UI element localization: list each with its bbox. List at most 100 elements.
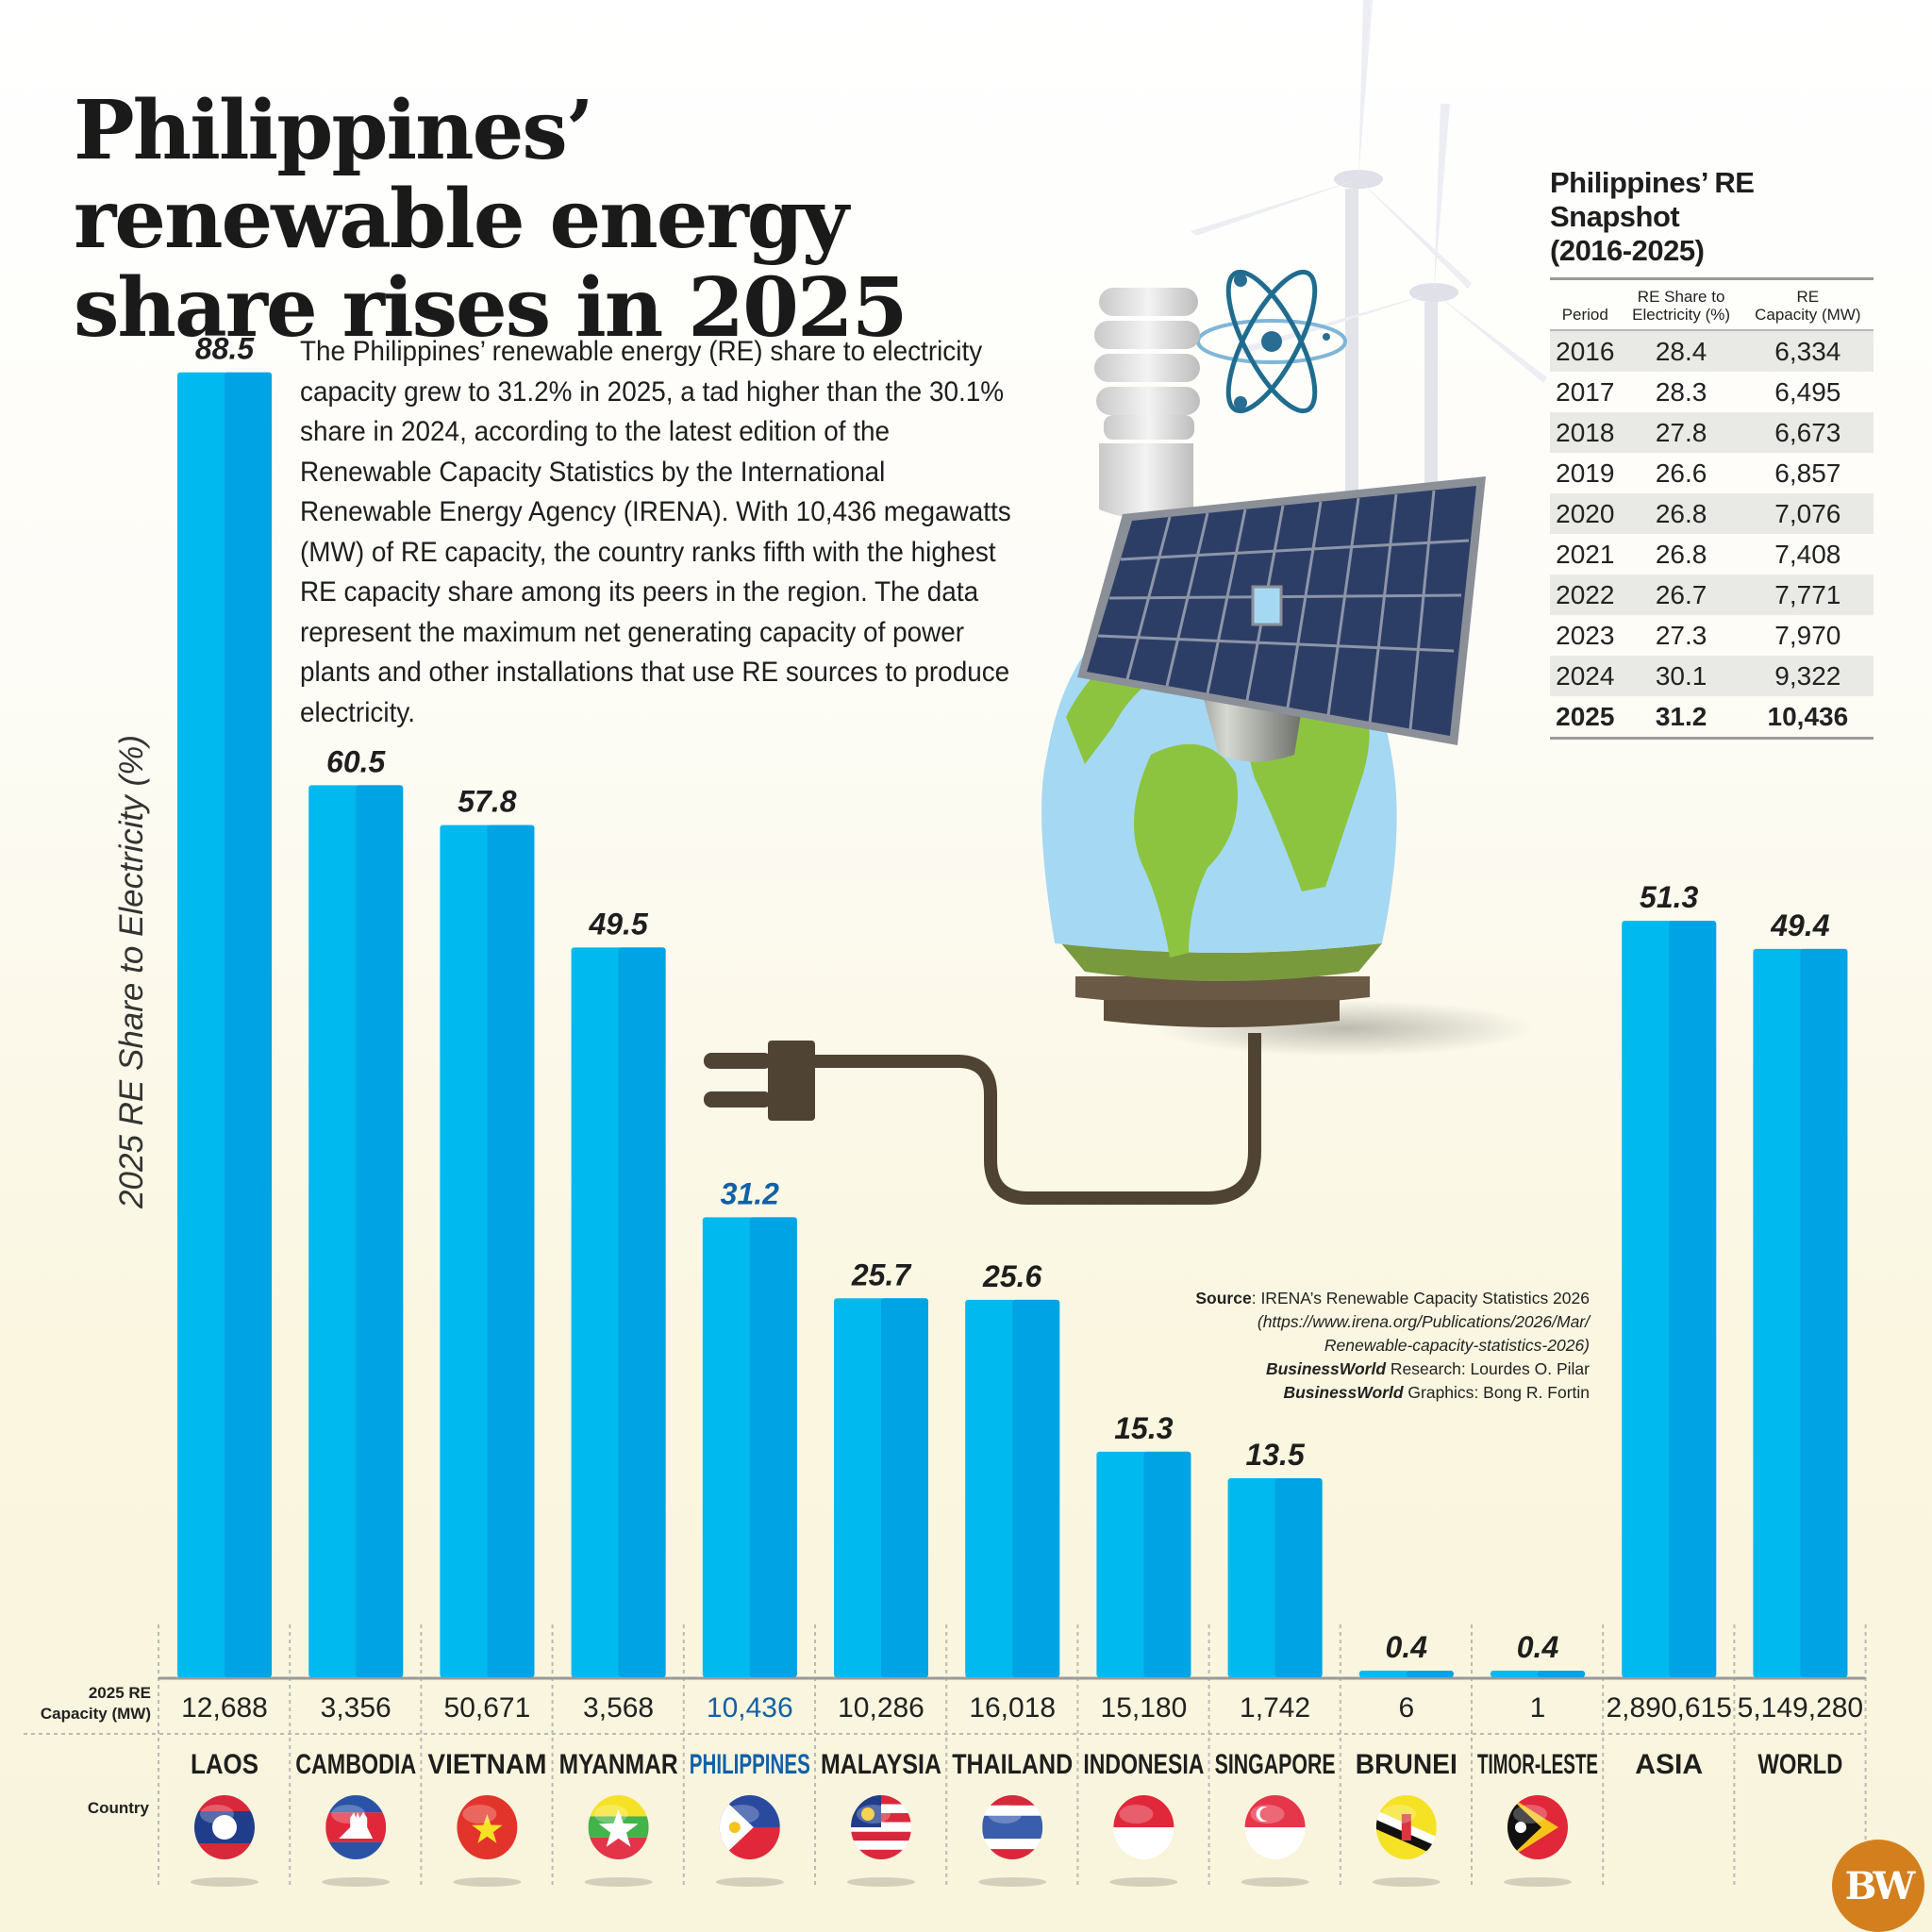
research-name: Lourdes O. Pilar	[1470, 1359, 1590, 1378]
snapshot-header-0: Period	[1550, 278, 1621, 331]
snapshot-share: 28.3	[1655, 376, 1707, 407]
snapshot-header-1: RE Share to Electricity (%)	[1620, 278, 1742, 331]
source-url-1: (https://www.irena.org/Publications/2026…	[1257, 1312, 1590, 1331]
capacity-label: 2,890,615	[1606, 1692, 1731, 1724]
light-bulb-icon	[1094, 288, 1200, 519]
bar-right-half	[1669, 921, 1717, 1677]
wind-turbine-icon	[1191, 0, 1547, 660]
snapshot-title: Philippines’ RE Snapshot (2016-2025)	[1550, 166, 1874, 268]
country-label: MALAYSIA	[821, 1749, 941, 1780]
snapshot-header-2: RE Capacity (MW)	[1741, 278, 1874, 331]
source-line: Source: IRENA’s Renewable Capacity Stati…	[1195, 1289, 1590, 1307]
snapshot-share: 26.7	[1620, 575, 1742, 615]
flag-shadow	[715, 1877, 784, 1887]
snapshot-share: 26.8	[1620, 493, 1742, 534]
bar-value-label: 0.4	[1386, 1630, 1428, 1664]
country-label: MYANMAR	[559, 1749, 678, 1780]
bar-value-label: 0.4	[1517, 1630, 1559, 1664]
singapore-flag-icon	[1244, 1795, 1306, 1859]
country-label: VIETNAM	[427, 1749, 546, 1780]
snapshot-period: 2018	[1550, 412, 1621, 453]
source-url-line1: (https://www.irena.org/Publications/2026…	[1085, 1310, 1590, 1334]
bar-right-half	[881, 1298, 928, 1677]
cambodia-flag-icon	[325, 1795, 387, 1859]
bar-right-half	[1143, 1451, 1191, 1677]
bar-right-half	[487, 824, 535, 1677]
laos-flag-icon	[194, 1795, 255, 1859]
bar-value-label: 60.5	[326, 744, 386, 778]
country-label: ASIA	[1635, 1749, 1703, 1780]
bar-right-half	[1274, 1477, 1323, 1677]
snapshot-row: 2018 27.8 6,673	[1550, 412, 1874, 453]
bar-philippines	[702, 1217, 797, 1677]
bar-world	[1753, 948, 1848, 1677]
graphics-label: Graphics	[1407, 1383, 1474, 1402]
bar-value-label: 51.3	[1640, 880, 1698, 914]
bar-singapore	[1227, 1477, 1323, 1677]
snapshot-period: 2023	[1556, 620, 1615, 650]
capacity-label: 16,018	[969, 1692, 1056, 1724]
snapshot-row: 2022 26.7 7,771	[1550, 575, 1874, 615]
flag-shadow	[847, 1877, 915, 1887]
snapshot-header-line: Capacity (MW)	[1755, 306, 1861, 324]
vietnam-flag-icon	[457, 1795, 518, 1859]
capacity-label: 10,436	[707, 1692, 793, 1724]
bar-value-label: 88.5	[195, 332, 255, 366]
intro-paragraph: The Philippines’ renewable energy (RE) s…	[300, 336, 1011, 728]
bar-cambodia	[308, 785, 404, 1677]
philippines-flag-icon	[719, 1795, 780, 1859]
snapshot-capacity: 7,771	[1741, 575, 1874, 615]
snapshot-capacity: 9,322	[1741, 656, 1874, 696]
flag-shadow	[453, 1877, 522, 1887]
snapshot-share: 27.8	[1620, 412, 1742, 453]
country-label: PHILIPPINES	[690, 1749, 810, 1780]
snapshot-share: 30.1	[1620, 656, 1742, 696]
snapshot-row: 2020 26.8 7,076	[1550, 493, 1874, 534]
snapshot-row: 2025 31.2 10,436	[1550, 696, 1874, 739]
bar-right-half	[618, 947, 666, 1677]
page-title: Philippines’ renewable energy share rise…	[74, 83, 908, 356]
country-label: CAMBODIA	[295, 1749, 416, 1780]
country-label: SINGAPORE	[1215, 1749, 1336, 1780]
country-label: TIMOR-LESTE	[1477, 1749, 1598, 1780]
timor-leste-flag-icon	[1507, 1795, 1568, 1859]
snapshot-header-line: RE	[1796, 288, 1820, 306]
capacity-label: 12,688	[181, 1692, 268, 1724]
bar-value-label: 49.5	[588, 907, 648, 941]
snapshot-row: 2023 27.3 7,970	[1550, 615, 1874, 656]
snapshot-period: 2017	[1556, 376, 1615, 407]
snapshot-period: 2021	[1556, 539, 1615, 569]
snapshot-period: 2019	[1556, 458, 1615, 488]
graphics-credit: BusinessWorld Graphics: Bong R. Fortin	[1283, 1383, 1590, 1402]
snapshot-row: 2017 28.3 6,495	[1550, 372, 1874, 412]
bar-right-half	[1538, 1671, 1585, 1677]
snapshot-row: 2016 28.4 6,334	[1550, 330, 1874, 372]
capacity-label: 10,286	[838, 1692, 924, 1724]
country-row-label: Country	[88, 1799, 150, 1817]
snapshot-period: 2024	[1550, 656, 1621, 696]
bar-value-label: 31.2	[721, 1176, 779, 1210]
country-label: THAILAND	[952, 1749, 1073, 1780]
snapshot-share: 26.6	[1655, 458, 1707, 488]
country-label: INDONESIA	[1083, 1749, 1204, 1780]
bar-value-label: 13.5	[1245, 1438, 1305, 1472]
malaysia-flag-icon	[851, 1795, 911, 1859]
flag-shadow	[978, 1877, 1047, 1887]
bar-right-half	[225, 372, 272, 1677]
bar-malaysia	[834, 1298, 928, 1677]
bar-vietnam	[440, 824, 535, 1677]
snapshot-row: 2024 30.1 9,322	[1550, 656, 1874, 696]
snapshot-capacity: 7,408	[1774, 539, 1841, 569]
flag-shadow	[191, 1877, 258, 1887]
thailand-flag-icon	[982, 1795, 1043, 1859]
power-plug-icon	[704, 1033, 1261, 1205]
bar-asia	[1622, 921, 1717, 1677]
bar-value-label: 25.7	[851, 1257, 912, 1291]
capacity-row-label-line2: Capacity (MW)	[41, 1705, 151, 1723]
country-label: LAOS	[191, 1749, 258, 1780]
snapshot-row: 2019 26.6 6,857	[1550, 453, 1874, 493]
bar-right-half	[356, 785, 404, 1677]
capacity-label: 1,742	[1240, 1692, 1310, 1724]
snapshot-header-line: Electricity (%)	[1632, 306, 1731, 324]
